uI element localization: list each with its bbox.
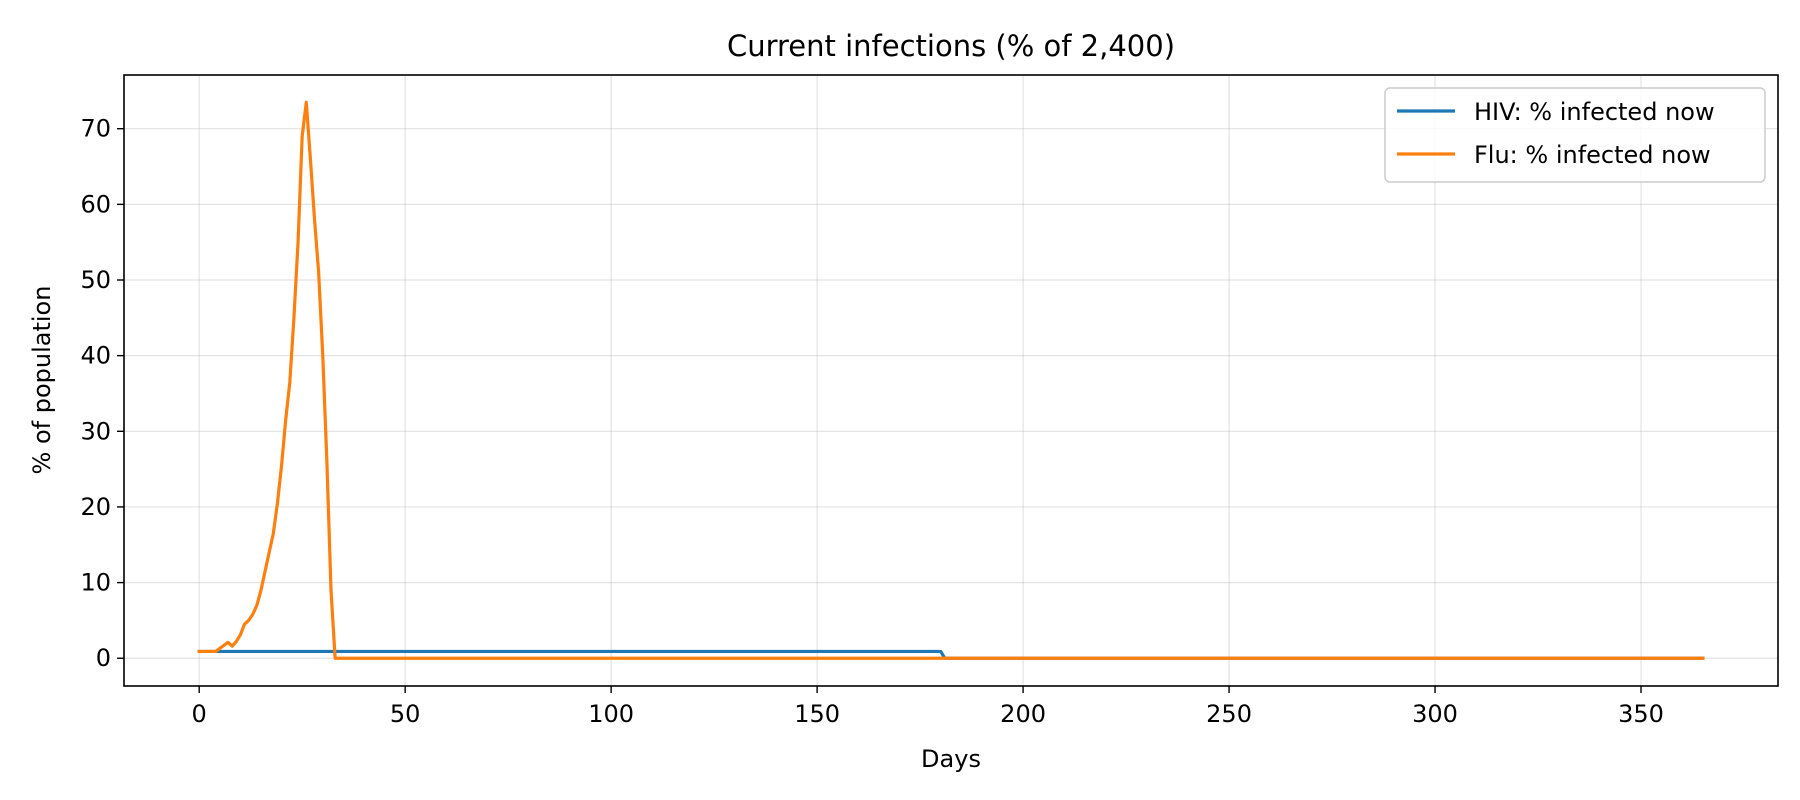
x-tick-label: 50 [390,700,421,728]
x-tick-label: 350 [1618,700,1664,728]
series-lines [197,100,1705,660]
y-tick-label: 40 [80,342,111,370]
grid [124,75,1778,686]
legend-box [1384,87,1766,183]
y-tick-label: 10 [80,569,111,597]
x-axis-ticks: 0 50 100 150 200 250 300 350 [192,686,1664,728]
y-axis-label: % of population [28,286,56,475]
x-tick-label: 100 [588,700,634,728]
plot-area-frame [123,74,1779,687]
chart-title: Current infections (% of 2,400) [727,29,1175,63]
y-tick-label: 50 [80,266,111,294]
x-tick-label: 300 [1412,700,1458,728]
y-tick-label: 30 [80,417,111,445]
x-tick-label: 200 [1000,700,1046,728]
x-tick-label: 250 [1206,700,1252,728]
legend-label-flu: Flu: % infected now [1474,141,1711,169]
legend: HIV: % infected now Flu: % infected now [1384,87,1766,183]
y-tick-label: 20 [80,493,111,521]
legend-label-hiv: HIV: % infected now [1474,98,1715,126]
series-line-flu [197,100,1705,660]
y-tick-label: 70 [80,115,111,143]
y-tick-label: 60 [80,190,111,218]
y-tick-label: 0 [96,644,111,672]
y-axis-ticks: 0 10 20 30 40 50 60 70 [80,115,124,672]
x-tick-label: 0 [192,700,207,728]
x-tick-label: 150 [794,700,840,728]
x-axis-label: Days [921,745,981,773]
